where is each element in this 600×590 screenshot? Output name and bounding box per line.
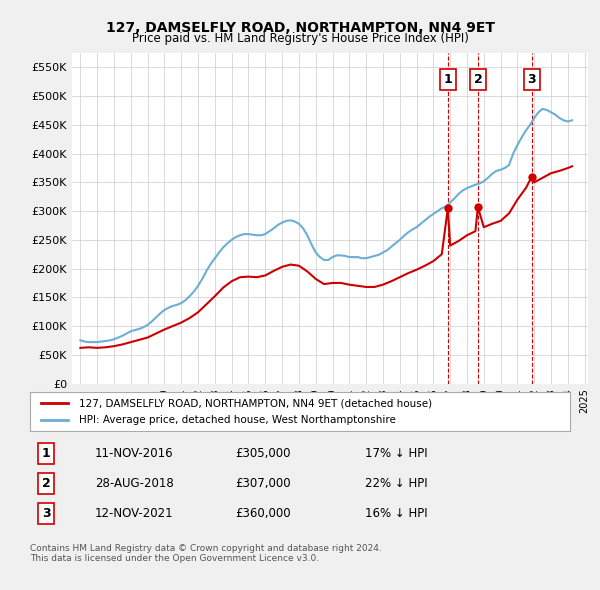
Text: Price paid vs. HM Land Registry's House Price Index (HPI): Price paid vs. HM Land Registry's House … [131,32,469,45]
Text: 22% ↓ HPI: 22% ↓ HPI [365,477,427,490]
Text: 12-NOV-2021: 12-NOV-2021 [95,507,173,520]
Text: 1: 1 [443,73,452,86]
Text: 11-NOV-2016: 11-NOV-2016 [95,447,173,460]
Text: 2: 2 [42,477,50,490]
Text: 16% ↓ HPI: 16% ↓ HPI [365,507,427,520]
Text: 3: 3 [527,73,536,86]
Text: 127, DAMSELFLY ROAD, NORTHAMPTON, NN4 9ET (detached house): 127, DAMSELFLY ROAD, NORTHAMPTON, NN4 9E… [79,398,432,408]
Text: HPI: Average price, detached house, West Northamptonshire: HPI: Average price, detached house, West… [79,415,395,425]
Text: 2: 2 [473,73,482,86]
Text: 3: 3 [42,507,50,520]
Text: 17% ↓ HPI: 17% ↓ HPI [365,447,427,460]
Text: Contains HM Land Registry data © Crown copyright and database right 2024.
This d: Contains HM Land Registry data © Crown c… [30,544,382,563]
Text: 1: 1 [42,447,50,460]
Text: £307,000: £307,000 [235,477,291,490]
Text: £305,000: £305,000 [235,447,290,460]
Text: 28-AUG-2018: 28-AUG-2018 [95,477,173,490]
Text: 127, DAMSELFLY ROAD, NORTHAMPTON, NN4 9ET: 127, DAMSELFLY ROAD, NORTHAMPTON, NN4 9E… [106,21,494,35]
Text: £360,000: £360,000 [235,507,291,520]
